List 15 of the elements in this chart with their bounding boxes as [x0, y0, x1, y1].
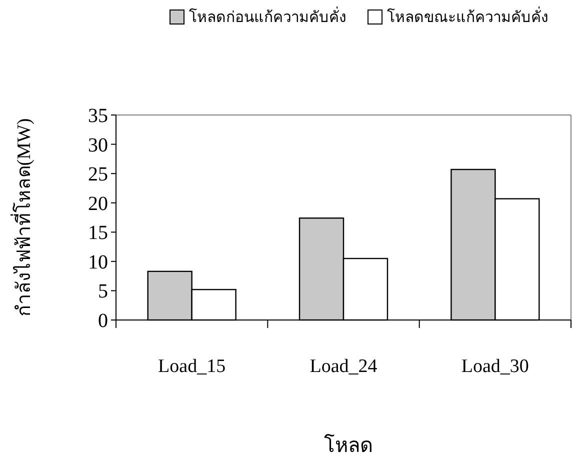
x-tick-label: Load_15 [158, 356, 226, 377]
y-tick-label: 35 [88, 105, 108, 127]
y-tick-label: 25 [88, 164, 108, 186]
y-tick-label: 15 [88, 222, 108, 244]
x-tick-label: Load_24 [310, 356, 378, 377]
y-axis-title: กำลังไฟฟ้าที่โหลด(MW) [10, 118, 35, 317]
y-tick-label: 30 [88, 134, 108, 156]
legend-label: โหลดขณะแก้ความคับคั่ง [387, 6, 548, 26]
y-tick-label: 5 [98, 280, 108, 303]
y-tick-label: 10 [88, 251, 108, 274]
x-tick-label: Load_30 [461, 356, 529, 377]
y-tick-label: 0 [98, 310, 108, 332]
y-tick-label: 20 [88, 192, 108, 215]
legend-label: โหลดก่อนแก้ความคับคั่ง [189, 6, 346, 26]
x-axis-title: โหลด [324, 434, 373, 457]
